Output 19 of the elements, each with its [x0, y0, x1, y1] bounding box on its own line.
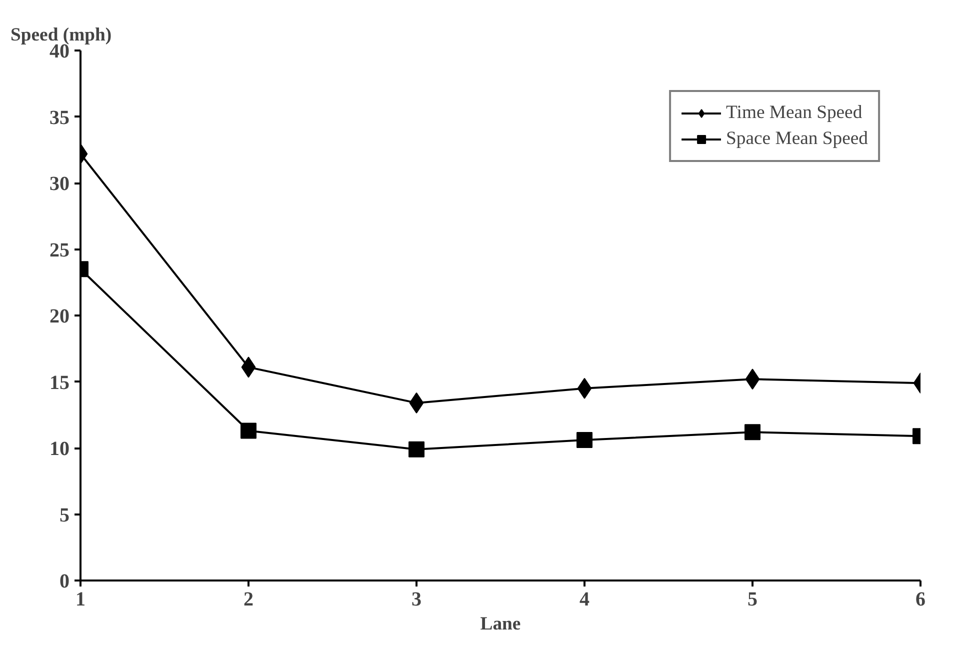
y-tick-label: 0: [60, 570, 70, 592]
x-tick-label: 5: [748, 588, 758, 610]
x-axis-title: Lane: [480, 614, 521, 634]
point: [576, 432, 592, 448]
y-tick-label: 35: [50, 106, 70, 129]
x-tick-label: 6: [916, 588, 926, 610]
y-tick-label: 10: [50, 438, 70, 460]
y-tick-label: 30: [50, 173, 70, 195]
x-tick-label: 3: [412, 588, 422, 610]
y-tick-label: 5: [60, 504, 70, 526]
y-tick-label: 15: [50, 372, 70, 394]
legend-label: Space Mean Speed: [726, 128, 868, 150]
point: [408, 441, 424, 458]
x-tick-label: 2: [244, 588, 254, 610]
y-tick-label: 25: [50, 239, 70, 262]
x-tick-label: 1: [76, 588, 86, 610]
y-tick-label: 20: [50, 306, 70, 328]
legend-label: Time Mean Speed: [726, 102, 862, 124]
x-tick-label: 4: [580, 588, 590, 610]
